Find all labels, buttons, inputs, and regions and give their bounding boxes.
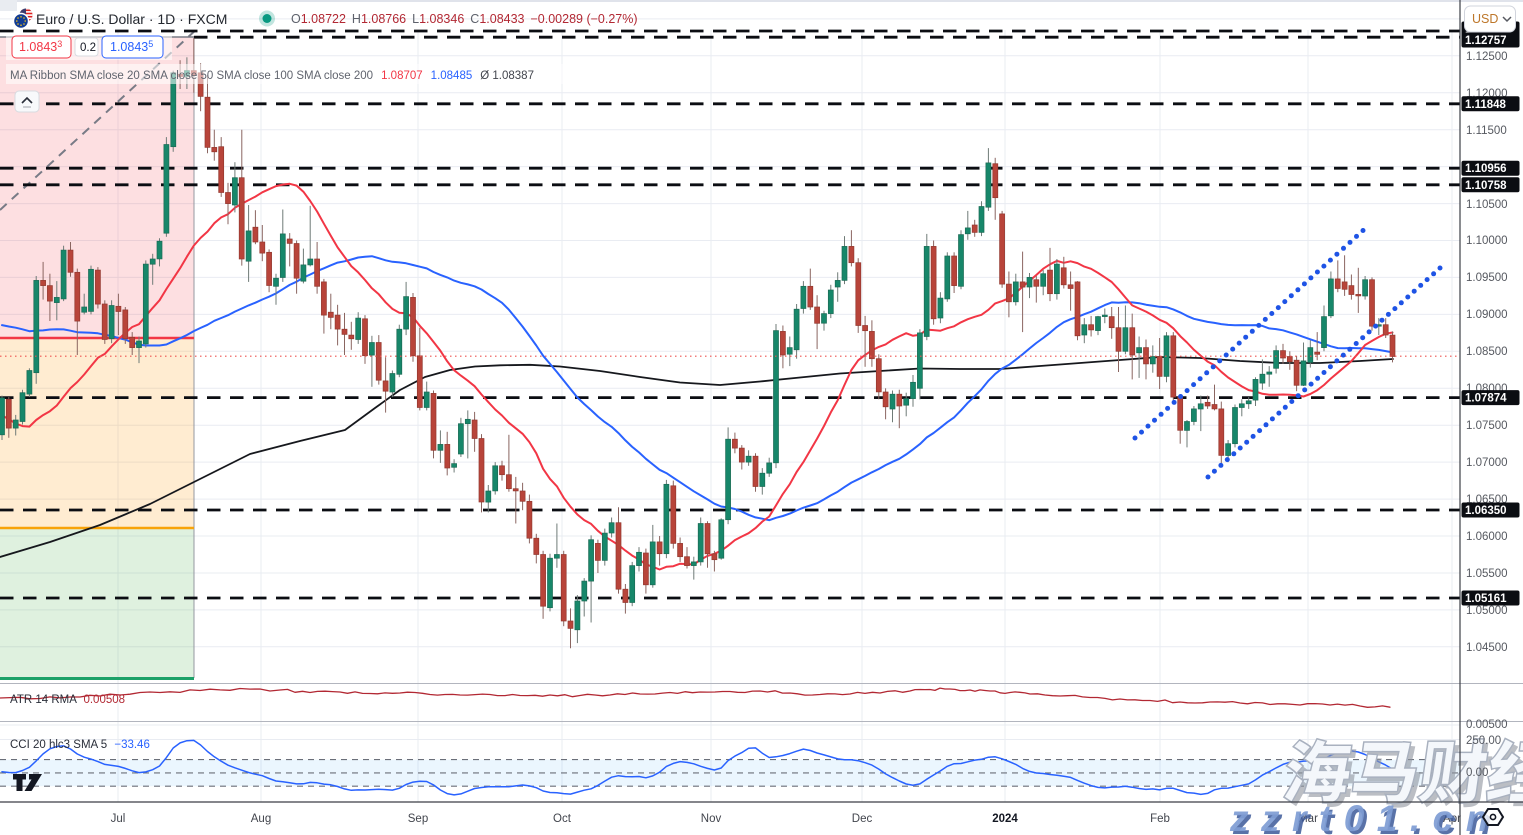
svg-text:Dec: Dec: [852, 813, 873, 825]
svg-text:0.00: 0.00: [1466, 767, 1488, 779]
svg-text:250.00: 250.00: [1466, 735, 1501, 747]
svg-text:1.10000: 1.10000: [1466, 235, 1508, 247]
svg-text:1.05161: 1.05161: [1465, 593, 1507, 605]
svg-text:1.12757: 1.12757: [1465, 35, 1507, 47]
svg-text:0.00500: 0.00500: [1466, 719, 1508, 731]
svg-text:1.08500: 1.08500: [1466, 346, 1508, 358]
svg-text:1.07000: 1.07000: [1466, 457, 1508, 469]
svg-text:zzrt01.cn: zzrt01.cn: [1232, 801, 1504, 835]
svg-text:1.07500: 1.07500: [1466, 420, 1508, 432]
svg-text:Mar: Mar: [1298, 813, 1318, 825]
svg-text:Feb: Feb: [1150, 813, 1170, 825]
svg-text:1.06000: 1.06000: [1466, 531, 1508, 543]
svg-text:ATR 14 RMA 0.00508: ATR 14 RMA 0.00508: [10, 694, 125, 706]
svg-text:Apr: Apr: [1443, 813, 1461, 825]
svg-text:1.06350: 1.06350: [1465, 505, 1507, 517]
svg-text:2024: 2024: [992, 813, 1018, 825]
svg-text:1.09000: 1.09000: [1466, 309, 1508, 321]
svg-text:0.2: 0.2: [80, 42, 96, 54]
svg-text:1.12500: 1.12500: [1466, 51, 1508, 63]
svg-text:Nov: Nov: [701, 813, 722, 825]
svg-text:Sep: Sep: [408, 813, 428, 825]
svg-text:1.11500: 1.11500: [1466, 125, 1507, 137]
svg-text:1.05000: 1.05000: [1466, 605, 1508, 617]
svg-text:1.09500: 1.09500: [1466, 272, 1508, 284]
svg-text:Aug: Aug: [251, 813, 271, 825]
svg-text:1.10500: 1.10500: [1466, 199, 1508, 211]
svg-text:Euro / U.S. Dollar · 1D · FXCM: Euro / U.S. Dollar · 1D · FXCM: [36, 11, 227, 27]
svg-text:1.10758: 1.10758: [1465, 180, 1507, 192]
svg-text:zzrt01.cn: zzrt01.cn: [1229, 798, 1501, 835]
svg-text:1.07874: 1.07874: [1465, 393, 1507, 405]
svg-text:1.11848: 1.11848: [1465, 99, 1507, 111]
svg-text:1.08435: 1.08435: [110, 39, 153, 54]
svg-text:CCI 20 hlc3 SMA 5 −33.46: CCI 20 hlc3 SMA 5 −33.46: [10, 739, 150, 751]
svg-text:1.08433: 1.08433: [19, 39, 62, 54]
svg-text:Jul: Jul: [111, 813, 126, 825]
svg-text:1.05500: 1.05500: [1466, 568, 1508, 580]
svg-text:Oct: Oct: [553, 813, 572, 825]
svg-text:MA Ribbon SMA close 20 SMA clo: MA Ribbon SMA close 20 SMA close 50 SMA …: [10, 70, 534, 82]
svg-text:1.04500: 1.04500: [1466, 642, 1508, 654]
svg-text:1.10956: 1.10956: [1465, 163, 1507, 175]
svg-text:USD: USD: [1472, 12, 1498, 26]
